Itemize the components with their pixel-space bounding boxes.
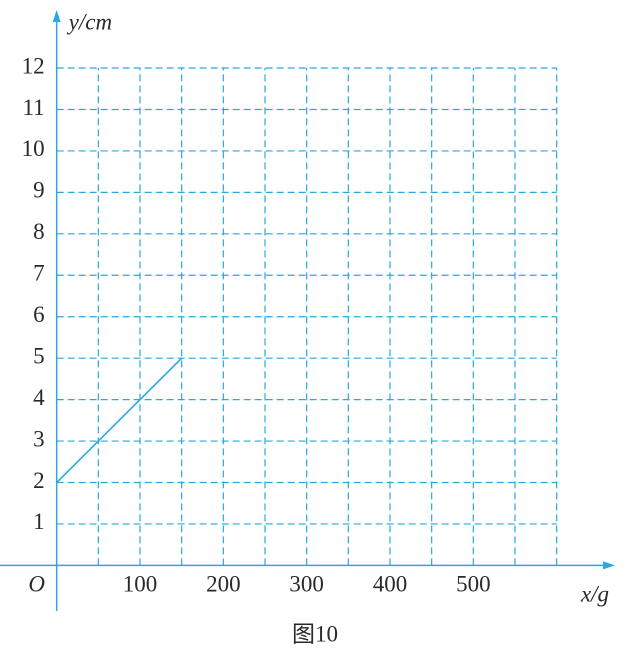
x-tick-label: 400 <box>373 572 408 597</box>
y-tick-label: 7 <box>33 261 45 286</box>
y-tick-label: 12 <box>22 53 45 78</box>
y-tick-label: 5 <box>33 343 45 368</box>
x-tick-label: 500 <box>456 572 491 597</box>
origin-label: O <box>28 572 45 597</box>
x-axis-arrow <box>603 561 615 570</box>
y-tick-label: 8 <box>33 219 45 244</box>
y-tick-label: 1 <box>33 509 45 534</box>
x-tick-label: 300 <box>289 572 324 597</box>
y-tick-label: 3 <box>33 426 45 451</box>
x-axis-label: x/g <box>580 582 609 607</box>
y-tick-label: 6 <box>33 302 45 327</box>
y-axis-label: y/cm <box>67 9 112 34</box>
y-tick-label: 4 <box>33 385 45 410</box>
y-axis-arrow <box>52 10 61 22</box>
x-tick-label: 200 <box>206 572 241 597</box>
y-tick-label: 2 <box>33 468 45 493</box>
data-line <box>56 357 183 484</box>
y-tick-label: 10 <box>22 136 45 161</box>
y-tick-label: 11 <box>23 95 45 120</box>
caption: 图10 <box>292 621 338 646</box>
x-tick-label: 100 <box>123 572 158 597</box>
y-tick-label: 9 <box>33 178 45 203</box>
